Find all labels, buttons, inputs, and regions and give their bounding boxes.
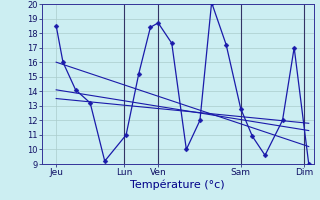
X-axis label: Température (°c): Température (°c) [130,180,225,190]
